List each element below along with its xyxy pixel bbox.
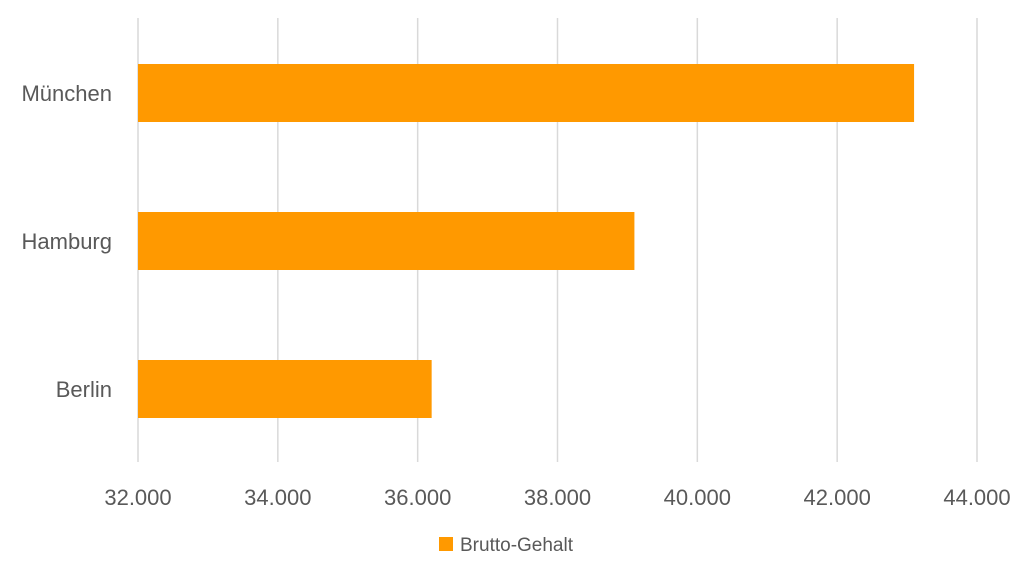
legend-label: Brutto-Gehalt [460, 535, 574, 556]
x-tick-label-0: 32.000 [104, 485, 171, 510]
x-tick-label-5: 42.000 [804, 485, 871, 510]
category-label-2: Hamburg [22, 229, 112, 254]
bars [138, 64, 915, 418]
x-tick-label-3: 38.000 [524, 485, 591, 510]
x-tick-label-2: 36.000 [384, 485, 451, 510]
category-labels: München Hamburg Berlin [21, 81, 112, 402]
bar-1 [138, 64, 915, 122]
category-label-1: München [21, 81, 112, 106]
bar-2 [138, 212, 635, 270]
legend: Brutto-Gehalt [439, 535, 574, 556]
x-tick-label-1: 34.000 [244, 485, 311, 510]
x-tick-label-4: 40.000 [664, 485, 731, 510]
bar-3 [138, 360, 432, 418]
legend-swatch [439, 537, 453, 551]
category-label-3: Berlin [56, 377, 112, 402]
x-tick-label-6: 44.000 [943, 485, 1010, 510]
x-axis-tick-labels: 32.000 34.000 36.000 38.000 40.000 42.000 44.0… [104, 485, 1010, 510]
